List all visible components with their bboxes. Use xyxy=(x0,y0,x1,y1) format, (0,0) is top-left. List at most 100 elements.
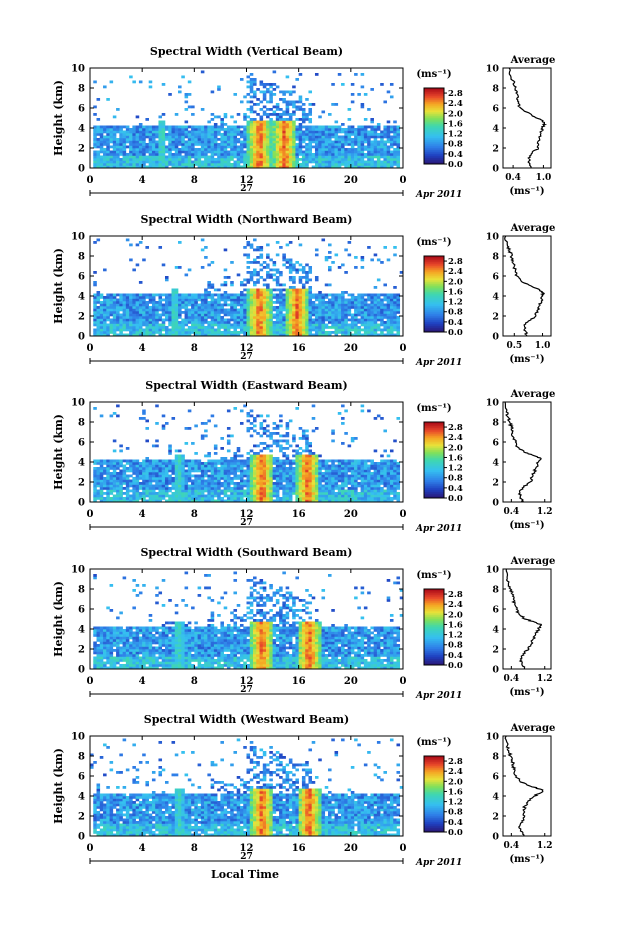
heatmap-cell xyxy=(263,490,267,493)
heatmap-cell xyxy=(279,477,283,480)
heatmap-cell xyxy=(198,131,202,134)
heatmap-cell xyxy=(113,138,117,141)
heatmap-cell xyxy=(119,497,123,500)
heatmap-cell xyxy=(282,131,286,134)
heatmap-cell xyxy=(185,126,189,129)
heatmap-cell xyxy=(123,324,127,327)
heatmap-cell xyxy=(188,460,192,463)
heatmap-cell xyxy=(214,314,218,317)
heatmap-cell xyxy=(145,326,149,329)
heatmap-cell xyxy=(243,153,247,156)
heatmap-cell xyxy=(119,445,123,448)
heatmap-cell xyxy=(149,462,153,465)
heatmap-cell xyxy=(263,465,267,468)
heatmap-cell xyxy=(390,138,394,141)
average-y-tick-label: 0 xyxy=(492,164,499,175)
heatmap-cell xyxy=(123,329,127,332)
heatmap-cell xyxy=(364,163,368,166)
heatmap-cell xyxy=(110,163,114,166)
heatmap-cell xyxy=(158,472,162,475)
heatmap-cell xyxy=(321,311,325,314)
heatmap-cell xyxy=(178,487,182,490)
heatmap-cell xyxy=(113,131,117,134)
heatmap-cell xyxy=(93,475,97,478)
heatmap-cell xyxy=(302,118,306,121)
heatmap-cell xyxy=(308,128,312,131)
heatmap-cell xyxy=(185,301,189,304)
heatmap-cell xyxy=(292,141,296,144)
heatmap-cell xyxy=(204,291,208,294)
heatmap-cell xyxy=(172,460,176,463)
heatmap-cell xyxy=(266,435,270,438)
heatmap-cell xyxy=(263,121,267,124)
heatmap-cell xyxy=(227,163,231,166)
heatmap-cell xyxy=(152,462,156,465)
heatmap-cell xyxy=(191,133,195,136)
heatmap-cell xyxy=(201,314,205,317)
heatmap-cell xyxy=(142,497,146,500)
heatmap-cell xyxy=(269,113,273,116)
heatmap-cell xyxy=(269,108,273,111)
heatmap-cell xyxy=(279,246,283,249)
heatmap-cell xyxy=(139,158,143,161)
heatmap-cell xyxy=(286,161,290,164)
heatmap-cell xyxy=(344,141,348,144)
heatmap-cell xyxy=(106,326,110,329)
heatmap-cell xyxy=(230,319,234,322)
heatmap-cell xyxy=(123,143,127,146)
heatmap-cell xyxy=(247,93,251,96)
heatmap-cell xyxy=(250,465,254,468)
heatmap-cell xyxy=(299,279,303,282)
heatmap-cell xyxy=(211,153,215,156)
heatmap-cell xyxy=(178,467,182,470)
heatmap-cell xyxy=(201,487,205,490)
heatmap-cell xyxy=(181,480,185,483)
heatmap-cell xyxy=(243,475,247,478)
heatmap-cell xyxy=(162,113,166,116)
heatmap-cell xyxy=(286,472,290,475)
heatmap-cell xyxy=(207,455,211,458)
heatmap-cell xyxy=(247,299,251,302)
heatmap-cell xyxy=(233,299,237,302)
heatmap-cell xyxy=(325,316,329,319)
heatmap-cell xyxy=(119,472,123,475)
heatmap-cell xyxy=(93,241,97,244)
heatmap-cell xyxy=(325,153,329,156)
heatmap-cell xyxy=(165,311,169,314)
heatmap-cell xyxy=(282,495,286,498)
heatmap-cell xyxy=(276,326,280,329)
heatmap-cell xyxy=(321,316,325,319)
heatmap-cell xyxy=(331,153,335,156)
heatmap-cell xyxy=(227,470,231,473)
heatmap-cell xyxy=(158,151,162,154)
heatmap-cell xyxy=(126,495,130,498)
heatmap-cell xyxy=(393,321,397,324)
heatmap-cell xyxy=(348,118,352,121)
heatmap-cell xyxy=(266,256,270,259)
heatmap-cell xyxy=(165,485,169,488)
heatmap-cell xyxy=(321,331,325,334)
heatmap-cell xyxy=(240,296,244,299)
heatmap-cell xyxy=(273,329,277,332)
heatmap-cell xyxy=(393,246,397,249)
heatmap-cell xyxy=(321,329,325,332)
heatmap-cell xyxy=(364,153,368,156)
heatmap-cell xyxy=(116,108,120,111)
heatmap-cell xyxy=(142,294,146,297)
heatmap-cell xyxy=(256,161,260,164)
heatmap-cell xyxy=(207,331,211,334)
heatmap-cell xyxy=(230,324,234,327)
heatmap-cell xyxy=(321,301,325,304)
heatmap-cell xyxy=(364,306,368,309)
heatmap-cell xyxy=(250,324,254,327)
heatmap-cell xyxy=(168,309,172,312)
heatmap-cell xyxy=(100,319,104,322)
heatmap-cell xyxy=(188,141,192,144)
heatmap-cell xyxy=(113,314,117,317)
heatmap-cell xyxy=(103,158,107,161)
heatmap-cell xyxy=(158,465,162,468)
heatmap-cell xyxy=(227,331,231,334)
heatmap-cell xyxy=(279,460,283,463)
heatmap-cell xyxy=(282,465,286,468)
heatmap-cell xyxy=(302,161,306,164)
